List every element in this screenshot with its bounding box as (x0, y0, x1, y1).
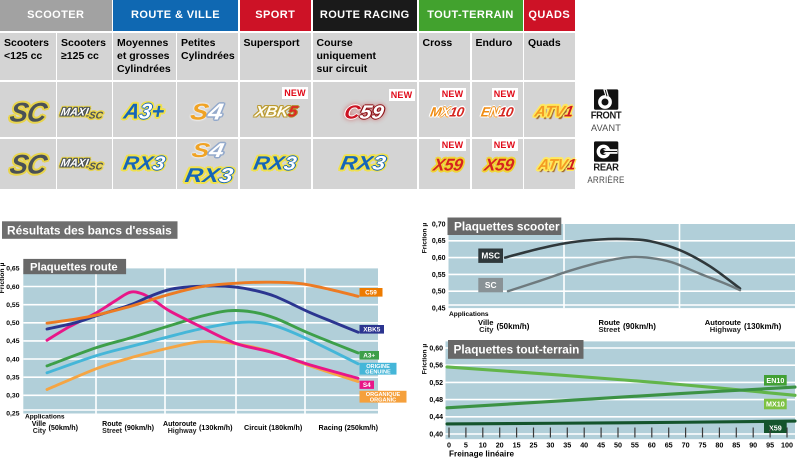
svg-text:ORGANIC: ORGANIC (370, 398, 396, 404)
svg-text:0,50: 0,50 (6, 320, 19, 327)
svg-text:0,55: 0,55 (432, 272, 446, 279)
svg-text:0,48: 0,48 (429, 397, 443, 404)
svg-text:80: 80 (715, 441, 723, 450)
svg-text:EN10: EN10 (766, 376, 784, 385)
svg-text:(130km/h): (130km/h) (199, 423, 233, 432)
svg-text:Applications: Applications (449, 311, 489, 318)
svg-text:(90km/h): (90km/h) (125, 423, 155, 432)
svg-text:30: 30 (546, 441, 554, 450)
svg-text:0,52: 0,52 (429, 380, 443, 387)
svg-text:70: 70 (682, 441, 690, 450)
svg-text:GENUINE: GENUINE (365, 370, 391, 376)
svg-text:55: 55 (631, 441, 639, 450)
svg-text:Plaquettes scooter: Plaquettes scooter (454, 220, 560, 234)
svg-text:0,44: 0,44 (429, 414, 443, 421)
svg-text:(130km/h): (130km/h) (744, 322, 782, 331)
svg-text:85: 85 (732, 441, 740, 450)
svg-text:25: 25 (530, 441, 538, 450)
svg-text:Racing (250km/h): Racing (250km/h) (319, 423, 379, 432)
svg-text:15: 15 (513, 441, 521, 450)
svg-text:Friction µ: Friction µ (422, 223, 429, 254)
svg-text:Friction µ: Friction µ (0, 263, 6, 294)
svg-text:0,25: 0,25 (6, 411, 19, 418)
svg-text:City: City (33, 428, 46, 435)
svg-text:65: 65 (665, 441, 673, 450)
svg-text:0,45: 0,45 (6, 338, 19, 345)
svg-text:REAR: REAR (593, 162, 618, 173)
svg-text:Autoroute: Autoroute (163, 421, 197, 428)
svg-text:(90km/h): (90km/h) (623, 322, 656, 331)
svg-text:0,60: 0,60 (6, 284, 19, 291)
svg-text:40: 40 (580, 441, 588, 450)
svg-text:ARRIÈRE: ARRIÈRE (587, 175, 624, 186)
svg-text:A3+: A3+ (363, 353, 375, 360)
svg-text:Friction µ: Friction µ (422, 344, 429, 375)
svg-text:XBK5: XBK5 (363, 327, 380, 334)
svg-text:0,70: 0,70 (432, 221, 446, 228)
svg-text:ORGANIQUE: ORGANIQUE (366, 392, 401, 398)
svg-text:10: 10 (479, 441, 487, 450)
svg-text:Résultats des bancs d'essais: Résultats des bancs d'essais (7, 223, 172, 237)
svg-text:35: 35 (563, 441, 571, 450)
svg-text:20: 20 (496, 441, 504, 450)
svg-text:0,55: 0,55 (6, 302, 19, 309)
svg-text:(50km/h): (50km/h) (497, 322, 530, 331)
svg-text:0,35: 0,35 (6, 375, 19, 382)
svg-text:Applications: Applications (25, 413, 65, 420)
svg-text:C59: C59 (365, 290, 377, 297)
svg-text:0,40: 0,40 (6, 356, 19, 363)
svg-text:Highway: Highway (710, 325, 742, 334)
svg-text:MSC: MSC (481, 251, 500, 261)
svg-text:0,40: 0,40 (429, 431, 443, 438)
svg-text:50: 50 (614, 441, 622, 450)
svg-text:45: 45 (597, 441, 605, 450)
svg-text:Street: Street (598, 325, 620, 334)
svg-text:Route: Route (102, 421, 122, 428)
svg-text:Ville: Ville (32, 421, 46, 428)
svg-text:X59: X59 (769, 423, 782, 432)
svg-text:AVANT: AVANT (591, 123, 621, 133)
svg-text:SC: SC (485, 280, 497, 290)
svg-text:Highway: Highway (168, 428, 197, 435)
svg-text:60: 60 (648, 441, 656, 450)
svg-text:Plaquettes tout-terrain: Plaquettes tout-terrain (454, 343, 580, 357)
svg-text:ORIGINE: ORIGINE (366, 364, 390, 370)
svg-text:Street: Street (102, 428, 123, 435)
svg-text:MX10: MX10 (766, 400, 785, 409)
svg-text:Route: Route (598, 318, 620, 327)
svg-text:Ville: Ville (478, 318, 493, 327)
svg-text:0,56: 0,56 (429, 363, 443, 370)
svg-text:100: 100 (781, 441, 793, 450)
svg-text:95: 95 (766, 441, 774, 450)
svg-text:0,45: 0,45 (432, 305, 446, 312)
svg-text:0,65: 0,65 (432, 238, 446, 245)
svg-text:Autoroute: Autoroute (705, 318, 741, 327)
svg-text:0,50: 0,50 (432, 289, 446, 296)
svg-text:5: 5 (464, 441, 468, 450)
svg-text:0,30: 0,30 (6, 393, 19, 400)
svg-text:0: 0 (447, 441, 451, 450)
svg-text:S4: S4 (363, 382, 371, 389)
svg-text:75: 75 (699, 441, 707, 450)
svg-text:Freinage linéaire: Freinage linéaire (449, 450, 515, 459)
svg-text:City: City (479, 325, 494, 334)
svg-text:0,60: 0,60 (432, 255, 446, 262)
svg-text:Plaquettes route: Plaquettes route (30, 261, 118, 273)
svg-text:0,60: 0,60 (429, 345, 443, 352)
svg-text:90: 90 (749, 441, 757, 450)
svg-text:(50km/h): (50km/h) (49, 423, 79, 432)
svg-text:Circuit (180km/h): Circuit (180km/h) (244, 423, 303, 432)
svg-text:FRONT: FRONT (591, 110, 622, 121)
svg-text:0,65: 0,65 (6, 266, 19, 273)
